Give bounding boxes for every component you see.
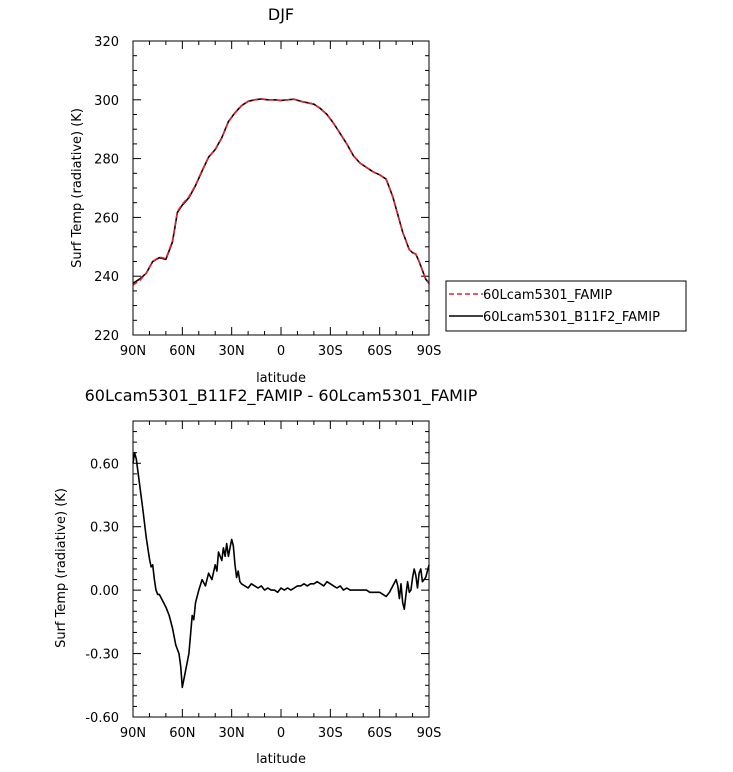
series-line-difference xyxy=(132,451,430,689)
x-tick-label: 60N xyxy=(169,344,195,359)
bottom-panel-title: 60Lcam5301_B11F2_FAMIP - 60Lcam5301_FAMI… xyxy=(85,386,478,406)
y-tick-label: 0.30 xyxy=(90,521,119,536)
y-tick-label: 280 xyxy=(94,153,119,168)
y-tick-label: 240 xyxy=(94,270,119,285)
x-tick-label: 30S xyxy=(318,726,343,741)
bottom-panel-series xyxy=(132,451,430,689)
y-tick-label: -0.60 xyxy=(85,711,119,726)
x-tick-label: 30N xyxy=(219,726,245,741)
y-tick-label: 300 xyxy=(94,94,119,109)
top-panel: DJF 90N 60N 30N 0 30S 60S 90S 220 240 260 280 300 32… xyxy=(70,5,687,386)
y-tick-label: 0.00 xyxy=(90,584,119,599)
x-tick-label: 60S xyxy=(367,344,392,359)
legend: 60Lcam5301_FAMIP 60Lcam5301_B11F2_FAMIP xyxy=(445,280,687,332)
bottom-panel-ylabel: Surf Temp (radiative) (K) xyxy=(54,488,69,648)
top-panel-frame xyxy=(132,40,430,336)
bottom-panel: 60Lcam5301_B11F2_FAMIP - 60Lcam5301_FAMI… xyxy=(54,386,478,767)
x-tick-label: 30S xyxy=(318,344,343,359)
x-tick-label: 90N xyxy=(120,344,146,359)
x-tick-label: 90N xyxy=(120,726,146,741)
top-panel-ylabel: Surf Temp (radiative) (K) xyxy=(70,108,85,268)
y-tick-label: -0.30 xyxy=(85,648,119,663)
top-panel-xlabel: latitude xyxy=(256,371,306,386)
legend-box xyxy=(445,280,687,332)
top-panel-title: DJF xyxy=(268,5,294,24)
series-line-60lcam5301-famip xyxy=(132,98,430,286)
series-line-60lcam5301-b11f2-famip xyxy=(132,98,430,284)
x-tick-label: 0 xyxy=(277,344,285,359)
legend-label-b11f2: 60Lcam5301_B11F2_FAMIP xyxy=(483,310,660,325)
bottom-panel-frame xyxy=(132,420,430,718)
top-panel-series xyxy=(132,98,430,286)
top-panel-ticks: 90N 60N 30N 0 30S 60S 90S 220 240 260 280 300 320 xyxy=(94,35,441,359)
y-tick-label: 220 xyxy=(94,329,119,344)
x-tick-label: 90S xyxy=(417,344,442,359)
bottom-panel-xlabel: latitude xyxy=(256,752,306,767)
x-tick-label: 60N xyxy=(169,726,195,741)
x-tick-label: 0 xyxy=(277,726,285,741)
legend-label-famip: 60Lcam5301_FAMIP xyxy=(483,288,612,303)
x-tick-label: 30N xyxy=(219,344,245,359)
y-tick-label: 320 xyxy=(94,35,119,50)
y-tick-label: 0.60 xyxy=(90,457,119,472)
bottom-panel-ticks: 90N 60N 30N 0 30S 60S 90S -0.60 -0.30 0.00 0.30 0.6… xyxy=(85,420,442,741)
x-tick-label: 90S xyxy=(417,726,442,741)
x-tick-label: 60S xyxy=(367,726,392,741)
y-tick-label: 260 xyxy=(94,211,119,226)
